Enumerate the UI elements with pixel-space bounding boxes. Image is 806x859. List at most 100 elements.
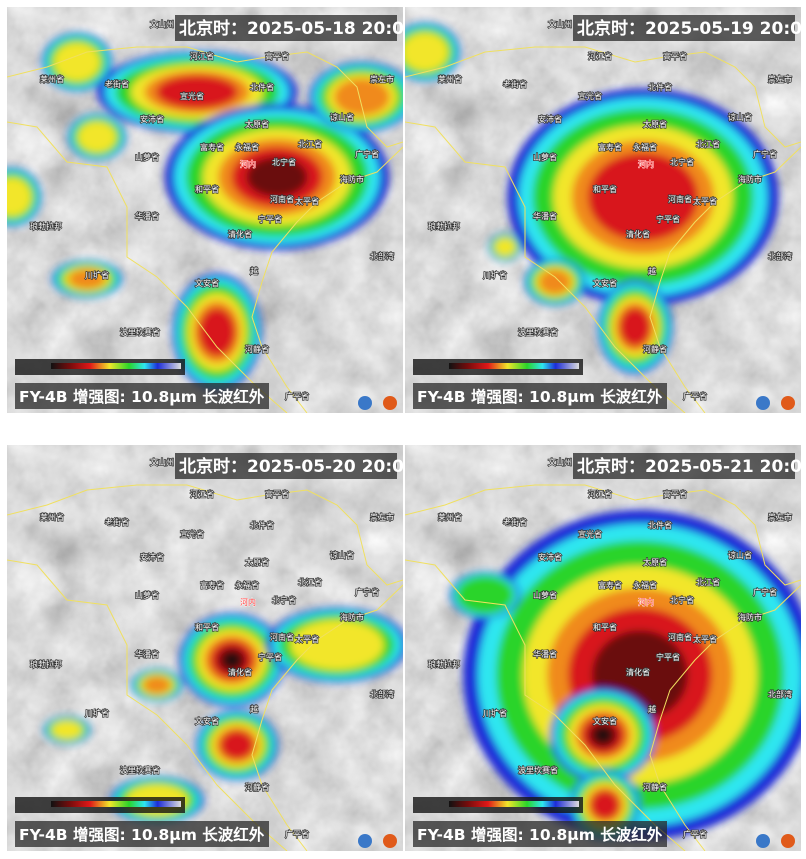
map-label: 海防市 bbox=[340, 174, 364, 184]
caption: FY-4B 增强图: 10.8μm 长波红外 bbox=[19, 825, 265, 844]
map-label: 广平省 bbox=[285, 829, 309, 839]
logo bbox=[781, 396, 795, 410]
map-label: 安沛省 bbox=[538, 552, 562, 562]
cloud-layer bbox=[68, 269, 106, 289]
map-label: 山萝省 bbox=[135, 152, 159, 162]
map-label: 北部湾 bbox=[370, 689, 394, 699]
map-label: 海防市 bbox=[738, 612, 762, 622]
border-line bbox=[405, 559, 686, 851]
map-label: 谅山省 bbox=[728, 112, 752, 122]
map-label: 琅勃拉邦 bbox=[428, 221, 460, 231]
map-label: 高平省 bbox=[663, 489, 687, 499]
map-label: 清化省 bbox=[626, 229, 650, 239]
convective-clouds bbox=[449, 509, 801, 841]
map-label: 广宁省 bbox=[355, 587, 379, 597]
map-label: 河静省 bbox=[245, 782, 269, 792]
map-label: 波里坎赛省 bbox=[120, 765, 160, 775]
map-label: 崇左市 bbox=[768, 512, 792, 522]
map-label: 太原省 bbox=[643, 119, 667, 129]
timestamp: 北京时：2025-05-18 20:00 bbox=[179, 18, 416, 39]
map-label: 富寿省 bbox=[200, 580, 224, 590]
map-label: 川圹省 bbox=[483, 270, 507, 280]
border-line bbox=[251, 584, 403, 851]
cloud-layer bbox=[290, 620, 384, 670]
map-label: 越 bbox=[250, 704, 258, 714]
map-label: 太原省 bbox=[245, 557, 269, 567]
map-label: 波里坎赛省 bbox=[518, 327, 558, 337]
caption: FY-4B 增强图: 10.8μm 长波红外 bbox=[19, 387, 265, 406]
cloud-layer bbox=[334, 78, 390, 116]
map-label: 文山州 bbox=[548, 19, 572, 29]
map-label: 北件省 bbox=[250, 520, 274, 530]
map-label: 宁平省 bbox=[258, 214, 282, 224]
map-label: 琅勃拉邦 bbox=[428, 659, 460, 669]
cloud-layer bbox=[156, 75, 238, 109]
logo bbox=[756, 834, 770, 848]
map-label: 河静省 bbox=[643, 782, 667, 792]
map-label: 文安省 bbox=[593, 278, 617, 288]
timestamp: 北京时：2025-05-21 20:00 bbox=[577, 456, 806, 477]
cloud-layer bbox=[7, 177, 32, 217]
cloud-layer bbox=[223, 652, 241, 668]
time-box bbox=[573, 453, 795, 479]
cloud-layer bbox=[51, 720, 83, 740]
map-label: 北部湾 bbox=[768, 251, 792, 261]
map-label: 宁平省 bbox=[258, 652, 282, 662]
map-label: 谅山省 bbox=[330, 112, 354, 122]
map-label: 安沛省 bbox=[140, 552, 164, 562]
map-label: 越 bbox=[250, 266, 258, 276]
map-label: 河内 bbox=[638, 597, 654, 607]
map-label: 琅勃拉邦 bbox=[30, 221, 62, 231]
map-label: 老街省 bbox=[105, 79, 129, 89]
map-label: 崇左市 bbox=[768, 74, 792, 84]
cloud-layer bbox=[246, 157, 308, 197]
map-label: 宣光省 bbox=[180, 91, 204, 101]
map-label: 和平省 bbox=[195, 622, 219, 632]
convective-clouds bbox=[43, 607, 403, 824]
cloud-layer bbox=[494, 237, 516, 257]
map-label: 宁平省 bbox=[656, 214, 680, 224]
map-label: 谅山省 bbox=[330, 550, 354, 560]
map-label: 高平省 bbox=[265, 489, 289, 499]
border-line bbox=[405, 484, 801, 586]
map-label: 高平省 bbox=[663, 51, 687, 61]
map-label: 文山州 bbox=[150, 457, 174, 467]
map-label: 华潘省 bbox=[135, 649, 159, 659]
caption-box bbox=[15, 821, 269, 847]
caption-box bbox=[413, 821, 667, 847]
cloud-layer bbox=[619, 307, 651, 347]
cloud-layer bbox=[594, 727, 612, 743]
map-label: 崇左市 bbox=[370, 74, 394, 84]
map-label: 山萝省 bbox=[533, 590, 557, 600]
cloud-layer bbox=[220, 730, 254, 760]
map-label: 河南省 bbox=[270, 194, 294, 204]
logo bbox=[383, 396, 397, 410]
legend-bar bbox=[449, 801, 579, 807]
map-label: 川圹省 bbox=[483, 708, 507, 718]
border-line bbox=[7, 559, 288, 851]
map-label: 越 bbox=[648, 704, 656, 714]
map-label: 河南省 bbox=[668, 632, 692, 642]
map-label: 河江省 bbox=[588, 51, 612, 61]
map-label: 文安省 bbox=[593, 716, 617, 726]
map-label: 富寿省 bbox=[598, 142, 622, 152]
timestamp: 北京时：2025-05-19 20:00 bbox=[577, 18, 806, 39]
map-label: 北宁省 bbox=[670, 595, 694, 605]
time-box bbox=[175, 453, 397, 479]
map-label: 北江省 bbox=[696, 577, 720, 587]
map-label: 琅勃拉邦 bbox=[30, 659, 62, 669]
map-label: 崇左市 bbox=[370, 512, 394, 522]
map-label: 北江省 bbox=[696, 139, 720, 149]
caption-box bbox=[15, 383, 269, 409]
map-label: 海防市 bbox=[340, 612, 364, 622]
map-label: 广宁省 bbox=[753, 587, 777, 597]
cloud-layer bbox=[456, 575, 514, 615]
cloud-layer bbox=[143, 676, 171, 694]
map-label: 永福省 bbox=[235, 580, 259, 590]
timestamp: 北京时：2025-05-20 20:00 bbox=[179, 456, 416, 477]
map-label: 莱州省 bbox=[438, 74, 462, 84]
